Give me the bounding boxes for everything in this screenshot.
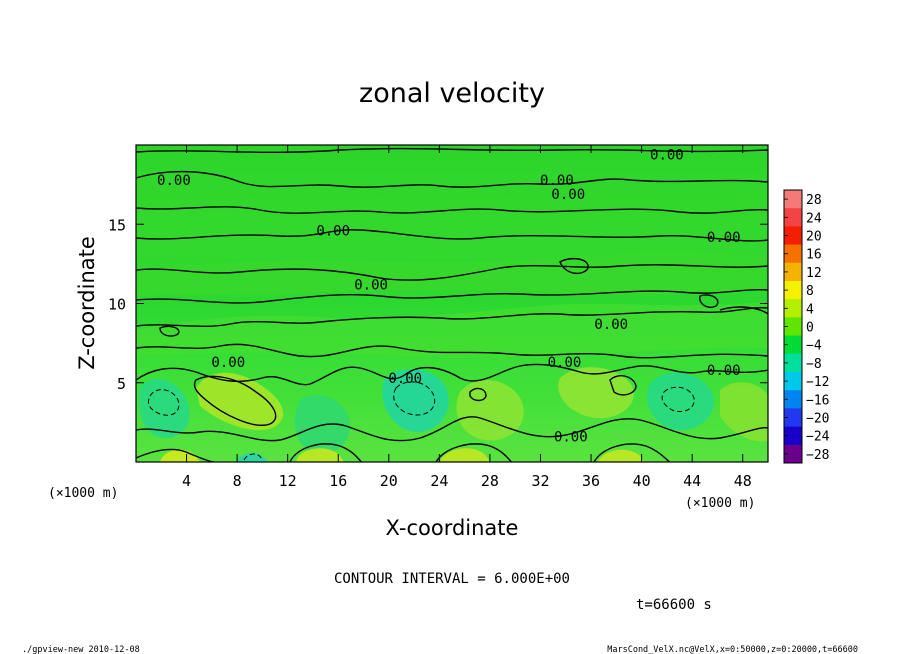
colorbar-label: 20 xyxy=(806,230,822,245)
colorbar-segment xyxy=(784,390,802,409)
field-lobe-positive xyxy=(296,448,344,462)
contour-label: 0.00 xyxy=(354,277,388,293)
contour-label: 0.00 xyxy=(554,430,588,446)
field-lobe-positive xyxy=(598,449,644,462)
field-lobe-positive xyxy=(720,382,768,442)
x-tick-label: 20 xyxy=(380,472,398,490)
colorbar-segment xyxy=(784,208,802,227)
colorbar-segment xyxy=(784,335,802,355)
contour-label: 0.00 xyxy=(707,363,741,379)
colorbar-label: −20 xyxy=(806,412,829,427)
colorbar-label: −16 xyxy=(806,393,829,408)
x-tick-label: 28 xyxy=(481,472,499,490)
colorbar-segment xyxy=(784,281,802,300)
x-tick-label: 4 xyxy=(182,472,191,490)
colorbar-label: −12 xyxy=(806,375,829,390)
field-lobe-negative xyxy=(646,372,714,431)
x-tick-label: 24 xyxy=(430,472,448,490)
colorbar-segment xyxy=(784,190,802,209)
colorbar-label: 24 xyxy=(806,211,822,226)
colorbar-label: 28 xyxy=(806,193,822,208)
x-tick-label: 16 xyxy=(329,472,347,490)
field-band xyxy=(136,302,768,358)
x-tick-label: 44 xyxy=(683,472,701,490)
colorbar-segment xyxy=(784,244,802,264)
x-tick-label: 36 xyxy=(582,472,600,490)
contour-labels: 0.000.000.000.000.000.000.000.000.000.00… xyxy=(157,148,741,446)
x-tick-label: 40 xyxy=(633,472,651,490)
colorbar-label: −24 xyxy=(806,430,830,445)
colorbar-segment xyxy=(784,317,802,336)
x-tick-label: 8 xyxy=(233,472,242,490)
field-lobe-positive xyxy=(440,448,490,462)
contour-label: 0.00 xyxy=(157,173,191,189)
contour-label: 0.00 xyxy=(594,317,628,333)
colorbar-label: −4 xyxy=(806,339,822,354)
contour-interval: CONTOUR INTERVAL = 6.000E+00 xyxy=(334,571,570,587)
y-tick-label: 10 xyxy=(108,296,126,314)
contour-label: 0.00 xyxy=(650,148,684,164)
colorbar-label: −8 xyxy=(806,357,822,372)
colorbar-segment xyxy=(784,426,802,446)
x-unit-right: (×1000 m) xyxy=(685,496,755,511)
colorbar-segment xyxy=(784,299,802,318)
colorbar-segment xyxy=(784,372,802,391)
contour-label: 0.00 xyxy=(540,173,574,189)
contour-label: 0.00 xyxy=(551,187,585,203)
x-tick-label: 32 xyxy=(531,472,549,490)
field-lobe-positive xyxy=(558,367,634,419)
y-axis-label: Z-coordinate xyxy=(75,236,99,370)
colorbar-label: 16 xyxy=(806,248,822,263)
colorbar-label: 12 xyxy=(806,266,822,281)
colorbar-segment xyxy=(784,444,802,464)
colorbar-segment xyxy=(784,353,802,373)
contour-label: 0.00 xyxy=(316,224,350,240)
footer-right: MarsCond_VelX.nc@VelX,x=0:50000,z=0:2000… xyxy=(607,645,858,654)
contour-label: 0.00 xyxy=(707,230,741,246)
colorbar-label: 8 xyxy=(806,284,814,299)
chart-title: zonal velocity xyxy=(359,78,545,109)
footer-left: ./gpview-new 2010-12-08 xyxy=(22,645,140,654)
colorbar-segment xyxy=(784,226,802,245)
contour-lines xyxy=(136,147,768,462)
colorbar-label: 0 xyxy=(806,321,814,336)
contour-label: 0.00 xyxy=(388,371,422,387)
y-tick-label: 5 xyxy=(117,375,126,393)
negative-contours xyxy=(147,381,695,461)
x-unit-left: (×1000 m) xyxy=(48,486,118,501)
contour-label: 0.00 xyxy=(211,355,245,371)
plot-area xyxy=(136,145,768,462)
colorbar-segment xyxy=(784,408,802,427)
colorbar-segment xyxy=(784,262,802,282)
x-tick-label: 12 xyxy=(279,472,297,490)
field-lobe-negative xyxy=(382,369,449,433)
contour-label: 0.00 xyxy=(548,355,582,371)
x-tick-label: 48 xyxy=(734,472,752,490)
x-axis-label: X-coordinate xyxy=(386,516,519,540)
time-label: t=66600 s xyxy=(636,597,712,613)
field-lobe-positive xyxy=(196,372,284,431)
colorbar-label: −28 xyxy=(806,448,829,463)
field-band xyxy=(136,251,768,296)
field-lobe-positive xyxy=(160,449,200,462)
colorbar: 28 24 20 16 12 8 4 0 −4 −8 −12 −16 −20 −24 −28 xyxy=(783,189,830,464)
field-lobe-positive xyxy=(456,379,524,441)
y-tick-label: 15 xyxy=(108,216,126,234)
colorbar-label: 4 xyxy=(806,302,814,317)
